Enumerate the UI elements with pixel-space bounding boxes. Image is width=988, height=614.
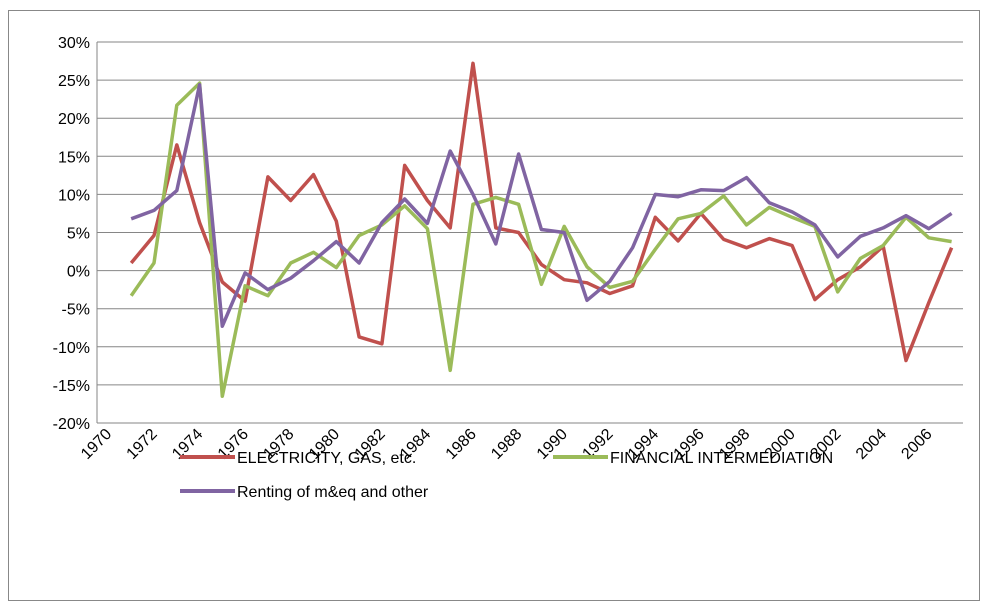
y-tick-label: 10% <box>58 187 90 204</box>
chart-frame <box>8 10 980 601</box>
y-tick-label: -10% <box>53 340 90 357</box>
y-tick-label: 5% <box>67 226 90 243</box>
series-line <box>130 82 953 328</box>
y-tick-label: -5% <box>62 302 90 319</box>
series-line <box>129 61 954 363</box>
y-tick-label: -15% <box>53 378 90 395</box>
legend-label: Renting of m&eq and other <box>237 484 429 501</box>
y-tick-label: 25% <box>58 73 90 90</box>
y-tick-label: 30% <box>58 35 90 52</box>
legend-label: FINANCIAL INTERMEDIATION <box>610 450 833 467</box>
y-tick-label: -20% <box>53 416 90 433</box>
y-tick-label: 0% <box>67 264 90 281</box>
y-tick-label: 15% <box>58 149 90 166</box>
y-tick-label: 20% <box>58 111 90 128</box>
legend-label: ELECTRICITY, GAS, etc. <box>237 450 416 467</box>
